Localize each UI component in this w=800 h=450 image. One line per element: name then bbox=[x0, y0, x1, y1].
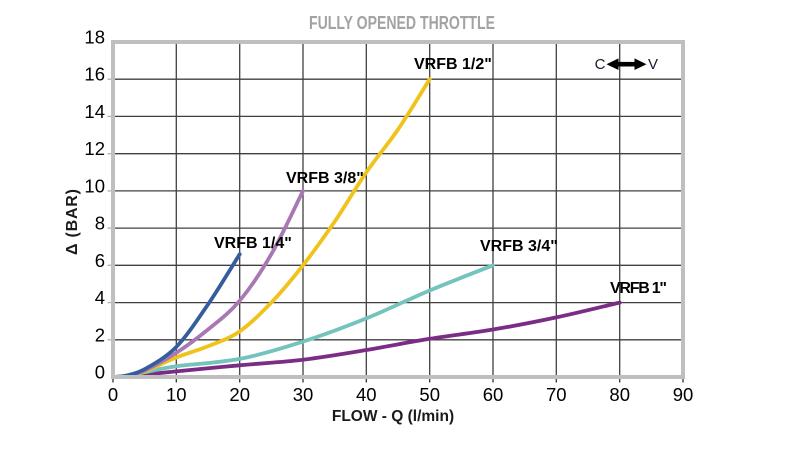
svg-text:VRFB 1/2": VRFB 1/2" bbox=[414, 56, 492, 73]
svg-text:90: 90 bbox=[673, 384, 694, 405]
svg-text:16: 16 bbox=[84, 64, 105, 85]
svg-text:2: 2 bbox=[95, 324, 105, 345]
svg-text:V: V bbox=[648, 56, 658, 73]
svg-text:60: 60 bbox=[483, 384, 504, 405]
svg-text:50: 50 bbox=[419, 384, 440, 405]
svg-text:Δ (BAR): Δ (BAR) bbox=[64, 189, 81, 255]
svg-text:VRFB 1/4": VRFB 1/4" bbox=[214, 235, 292, 252]
svg-text:4: 4 bbox=[95, 287, 105, 308]
svg-text:0: 0 bbox=[108, 384, 118, 405]
svg-text:80: 80 bbox=[609, 384, 630, 405]
svg-text:0: 0 bbox=[95, 362, 105, 383]
svg-text:VRFB 3/4": VRFB 3/4" bbox=[480, 238, 558, 255]
svg-text:VRFB 1": VRFB 1" bbox=[610, 280, 667, 297]
svg-text:30: 30 bbox=[293, 384, 314, 405]
svg-text:12: 12 bbox=[84, 138, 105, 159]
svg-text:8: 8 bbox=[95, 213, 105, 234]
svg-text:10: 10 bbox=[84, 175, 105, 196]
svg-text:20: 20 bbox=[229, 384, 250, 405]
svg-text:14: 14 bbox=[84, 101, 105, 122]
svg-text:70: 70 bbox=[546, 384, 567, 405]
svg-text:FULLY OPENED THROTTLE: FULLY OPENED THROTTLE bbox=[309, 13, 495, 33]
svg-text:FLOW - Q (l/min): FLOW - Q (l/min) bbox=[332, 408, 454, 425]
svg-text:40: 40 bbox=[356, 384, 377, 405]
svg-text:10: 10 bbox=[166, 384, 187, 405]
svg-text:C: C bbox=[595, 56, 606, 73]
svg-text:18: 18 bbox=[84, 27, 105, 48]
svg-text:VRFB 3/8": VRFB 3/8" bbox=[286, 170, 364, 187]
svg-text:6: 6 bbox=[95, 250, 105, 271]
